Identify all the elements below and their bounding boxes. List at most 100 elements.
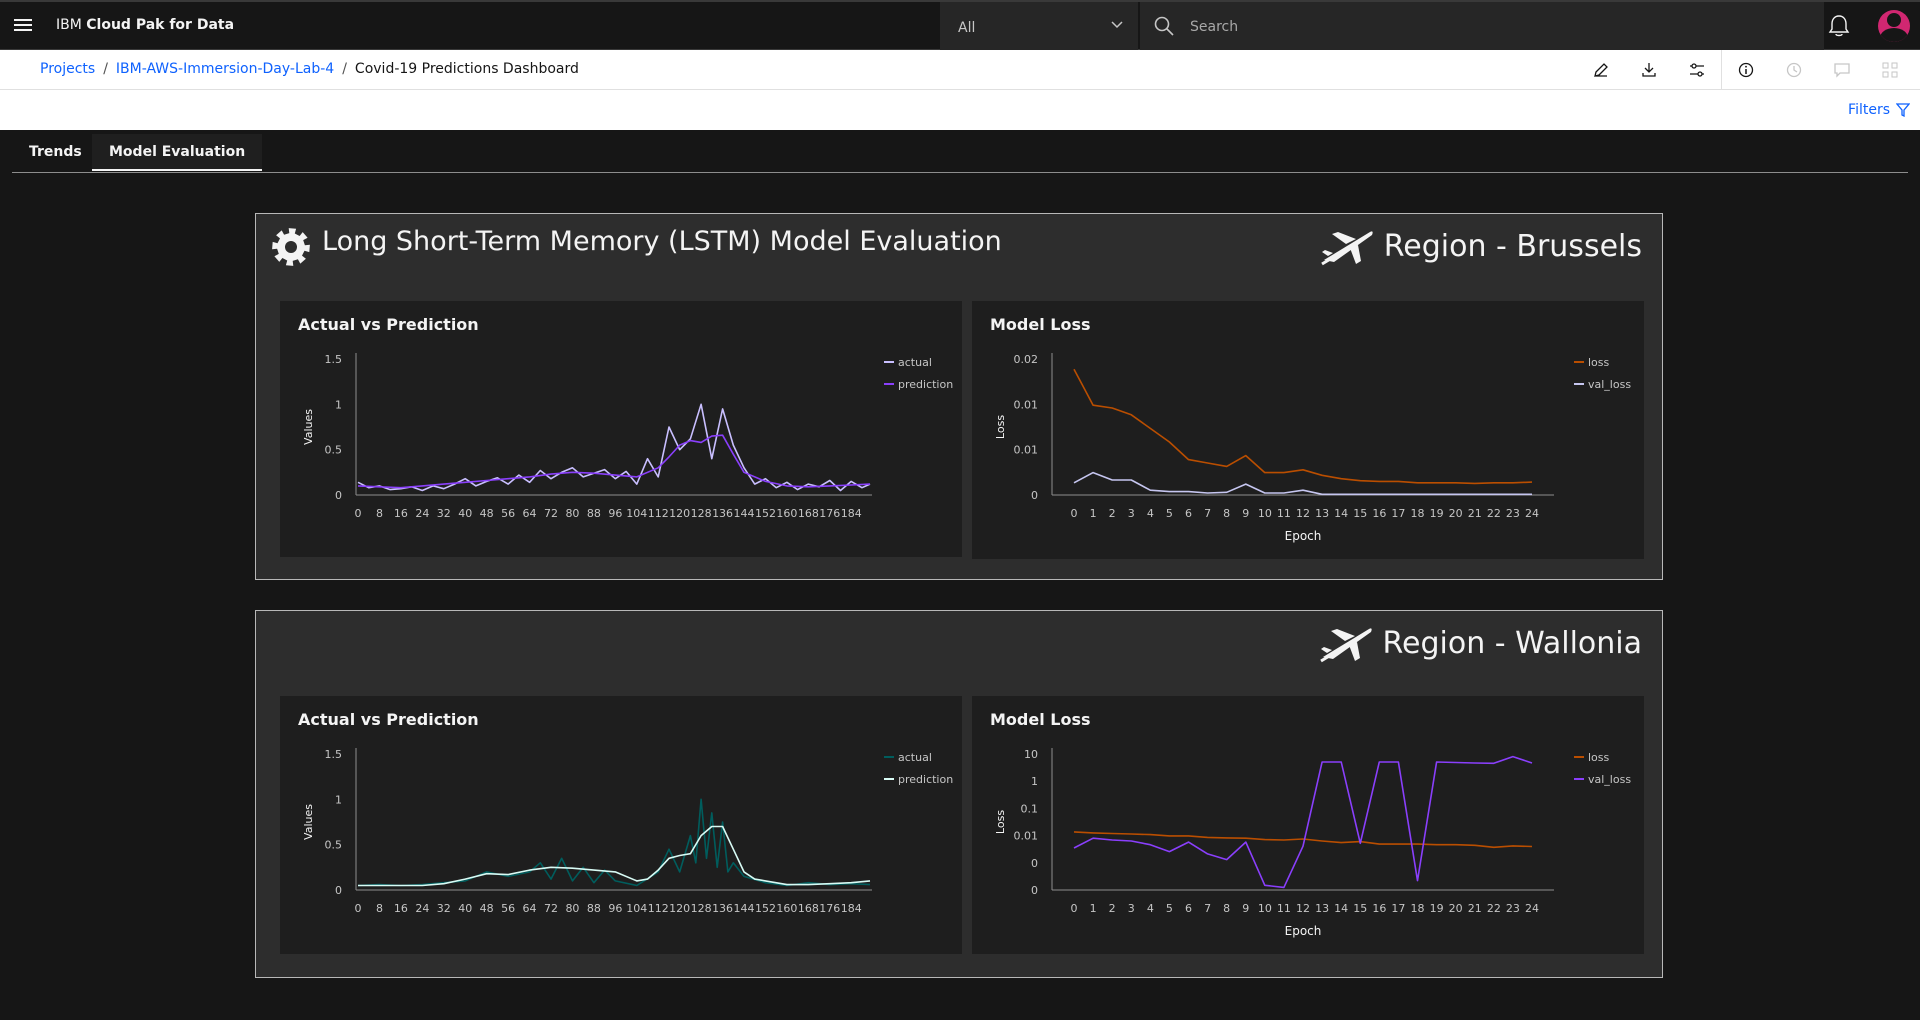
- card-title: Model Loss: [990, 710, 1091, 729]
- series-line-prediction: [357, 434, 871, 489]
- scope-dropdown[interactable]: All: [940, 2, 1138, 50]
- comment-button[interactable]: [1818, 50, 1866, 90]
- x-tick-label: 18: [1411, 902, 1425, 915]
- x-tick-label: 80: [565, 902, 579, 915]
- filters-button[interactable]: Filters: [1848, 102, 1910, 118]
- x-tick-label: 17: [1391, 902, 1405, 915]
- history-button[interactable]: [1770, 50, 1818, 90]
- x-tick-label: 15: [1353, 902, 1367, 915]
- filter-bar: Filters: [0, 90, 1920, 130]
- x-tick-label: 184: [841, 902, 862, 915]
- x-tick-label: 6: [1185, 902, 1192, 915]
- x-tick-label: 4: [1147, 902, 1154, 915]
- legend-label: val_loss: [1588, 378, 1631, 391]
- widgets-button[interactable]: [1866, 50, 1914, 90]
- tab-trends[interactable]: Trends: [29, 144, 82, 160]
- y-tick-label: 0.01: [1014, 444, 1039, 457]
- series-line-actual: [357, 403, 871, 492]
- download-button[interactable]: [1625, 50, 1673, 90]
- search-icon[interactable]: [1154, 16, 1174, 36]
- x-tick-label: 1: [1090, 902, 1097, 915]
- y-tick-label: 0: [1031, 489, 1038, 502]
- brand-prefix: IBM: [56, 17, 82, 33]
- airplane-icon: [1321, 231, 1373, 266]
- x-tick-label: 2: [1109, 507, 1116, 520]
- x-tick-label: 5: [1166, 507, 1173, 520]
- series-line-prediction: [358, 825, 871, 887]
- settings-button[interactable]: [1673, 50, 1721, 90]
- info-button[interactable]: [1722, 50, 1770, 90]
- x-tick-label: 10: [1258, 507, 1272, 520]
- region-heading: Region - Wallonia: [1319, 623, 1642, 663]
- actual-vs-prediction-chart: 00.511.50 8 16 24 32 40 48 56 64 72 80 88 96 104 112 12…: [302, 748, 953, 915]
- x-tick-label: 16: [394, 507, 408, 520]
- y-tick-label: 0.1: [1021, 802, 1039, 815]
- filter-icon: [1896, 103, 1910, 117]
- x-tick-label: 8: [1223, 902, 1230, 915]
- x-tick-label: 14: [1334, 902, 1348, 915]
- x-tick-label: 13: [1315, 507, 1329, 520]
- series-line-loss: [1073, 831, 1533, 849]
- panel-brussels: Long Short-Term Memory (LSTM) Model Eval…: [255, 213, 1663, 580]
- y-tick-label: 1.5: [325, 353, 343, 366]
- tab-model-evaluation[interactable]: Model Evaluation: [92, 134, 263, 171]
- x-tick-label: 104: [626, 507, 647, 520]
- airplane-icon: [1319, 628, 1372, 663]
- notification-bell-icon[interactable]: [1828, 14, 1850, 38]
- legend-label: actual: [898, 356, 932, 369]
- x-tick-label: 3: [1128, 902, 1135, 915]
- x-tick-label: 9: [1242, 902, 1249, 915]
- breadcrumb-current: Covid-19 Predictions Dashboard: [354, 61, 579, 77]
- x-tick-label: 1: [1090, 507, 1097, 520]
- y-tick-label: 1: [335, 398, 342, 411]
- breadcrumb-projects[interactable]: Projects: [40, 61, 96, 77]
- x-tick-label: 19: [1430, 507, 1444, 520]
- x-tick-label: 19: [1430, 902, 1444, 915]
- brand-name: Cloud Pak for Data: [86, 17, 235, 33]
- x-tick-label: 64: [523, 507, 537, 520]
- x-tick-label: 48: [480, 902, 494, 915]
- x-tick-label: 96: [608, 507, 622, 520]
- search-input[interactable]: [1188, 14, 1792, 40]
- y-tick-label: 0: [1031, 884, 1038, 897]
- brand[interactable]: IBM Cloud Pak for Data: [56, 17, 234, 33]
- x-tick-label: 24: [1525, 507, 1539, 520]
- breadcrumb-bar: Projects / IBM-AWS-Immersion-Day-Lab-4/Cov…: [0, 50, 1920, 90]
- legend-label: loss: [1588, 356, 1610, 369]
- gear-icon: [272, 228, 310, 266]
- history-icon: [1786, 62, 1802, 78]
- edit-icon: [1594, 63, 1608, 77]
- x-tick-label: 152: [755, 902, 776, 915]
- x-tick-label: 120: [669, 902, 690, 915]
- breadcrumb: Projects / IBM-AWS-Immersion-Day-Lab-4/Cov…: [40, 61, 579, 77]
- model-loss-chart: 00.010.010.020 1 2 3 4 5 6 7 8 9 10 11 12 13 14 15 16 17 1…: [994, 353, 1631, 543]
- x-tick-label: 12: [1296, 507, 1310, 520]
- y-tick-label: 0.5: [325, 839, 343, 852]
- scope-value: All: [958, 20, 976, 36]
- x-tick-label: 0: [355, 902, 362, 915]
- x-axis-label: Epoch: [1285, 529, 1322, 543]
- x-tick-label: 11: [1277, 902, 1291, 915]
- x-tick-label: 64: [523, 902, 537, 915]
- download-icon: [1642, 63, 1656, 77]
- x-tick-label: 20: [1449, 902, 1463, 915]
- x-tick-label: 144: [734, 507, 755, 520]
- x-tick-label: 11: [1277, 507, 1291, 520]
- panel-wallonia: Region - Wallonia Actual vs Prediction 0…: [255, 610, 1663, 978]
- x-tick-label: 152: [755, 507, 776, 520]
- x-tick-label: 136: [712, 507, 733, 520]
- x-tick-label: 112: [648, 507, 669, 520]
- user-avatar[interactable]: [1878, 10, 1910, 42]
- info-icon: [1738, 62, 1754, 78]
- x-tick-label: 21: [1468, 902, 1482, 915]
- y-axis-label: Loss: [994, 415, 1007, 439]
- x-tick-label: 160: [776, 507, 797, 520]
- menu-icon[interactable]: [14, 16, 32, 34]
- edit-button[interactable]: [1577, 50, 1625, 90]
- x-tick-label: 23: [1506, 902, 1520, 915]
- x-tick-label: 24: [415, 507, 429, 520]
- top-bar: IBM Cloud Pak for Data All: [0, 0, 1920, 50]
- y-axis-label: Values: [302, 804, 315, 840]
- breadcrumb-project[interactable]: IBM-AWS-Immersion-Day-Lab-4: [115, 61, 335, 77]
- legend-label: prediction: [898, 773, 953, 786]
